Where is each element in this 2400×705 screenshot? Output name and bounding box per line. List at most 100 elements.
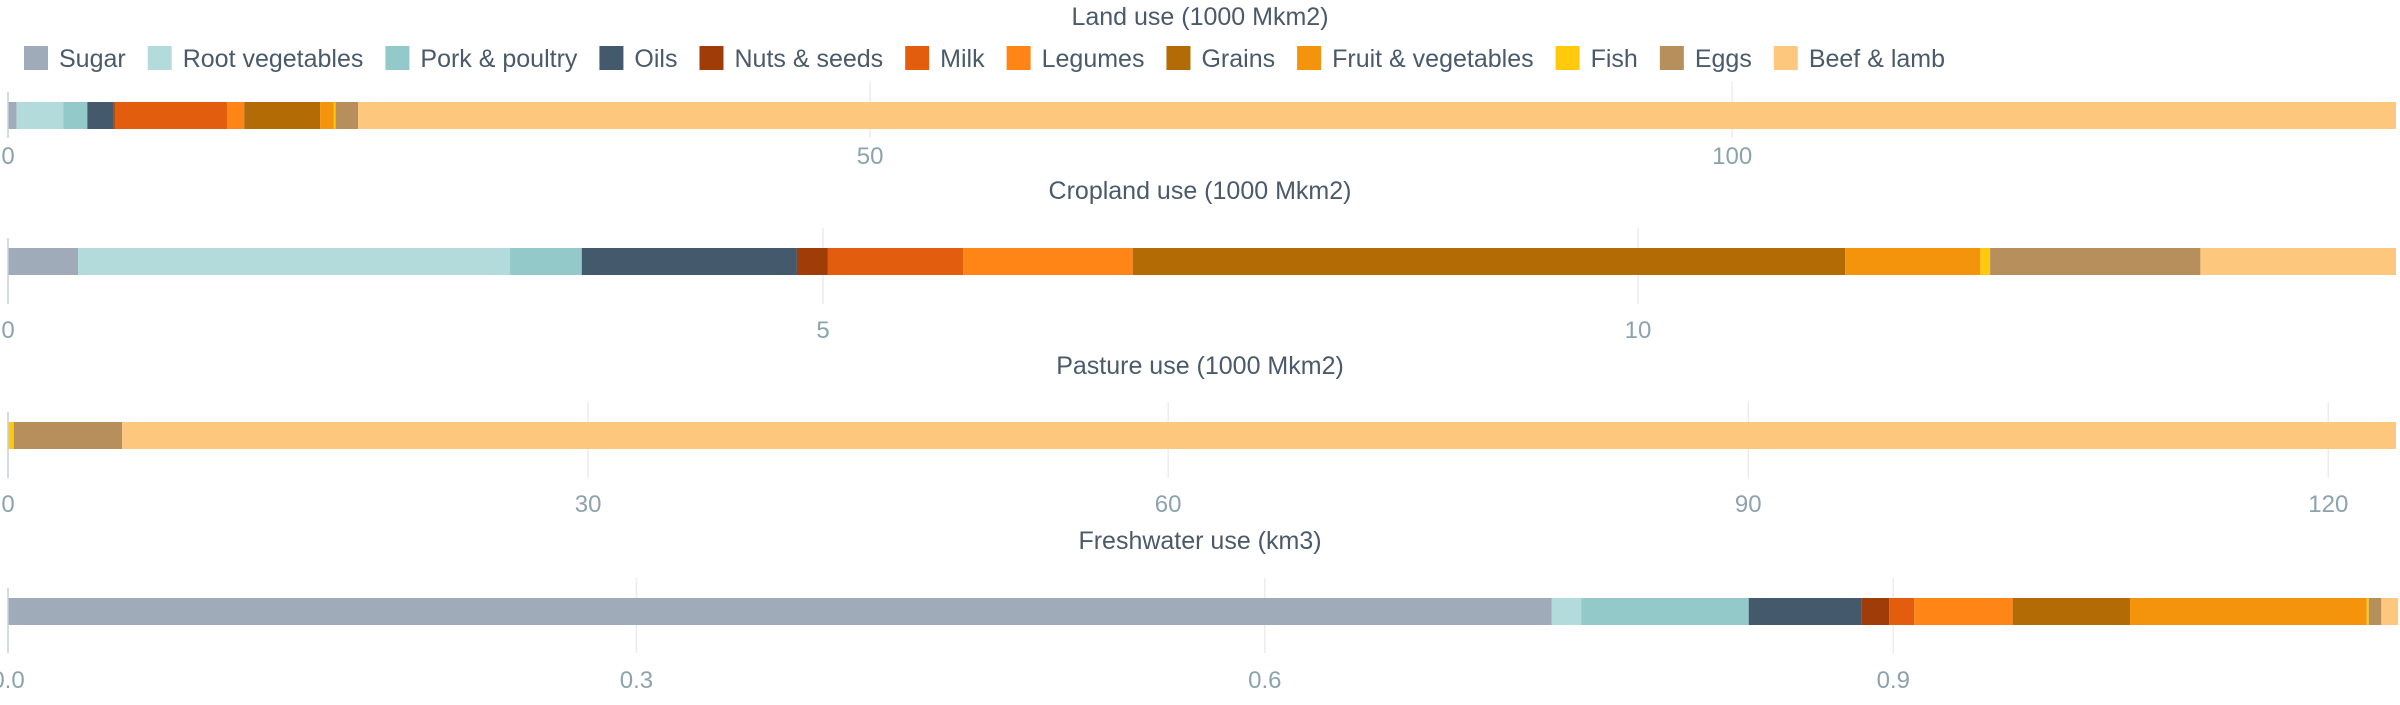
legend-swatch: [147, 46, 172, 70]
tick-label: 10: [1625, 317, 1652, 344]
bar-segment-milk: [827, 248, 964, 275]
bar-segment-fish: [8, 422, 14, 449]
legend-swatch: [699, 46, 724, 70]
bar-segment-beef-and-lamb: [2200, 248, 2396, 275]
bar-segment-fish: [333, 102, 336, 129]
legend-item-sugar: Sugar: [24, 45, 126, 73]
chart-title: Cropland use (1000 Mkm2): [1049, 177, 1352, 205]
tick-label: 0.9: [1877, 667, 1910, 694]
legend-swatch: [1773, 46, 1798, 70]
tick-label: 30: [575, 491, 602, 518]
legend-item-beef-and-lamb: Beef & lamb: [1773, 45, 1945, 73]
bar-segment-pork-and-poultry: [63, 102, 88, 129]
tick-label: 0: [1, 491, 14, 518]
tick-label: 50: [857, 143, 884, 170]
panel-pasture-use-1000-mkm2: Pasture use (1000 Mkm2) 0 30 60 90 120: [1, 352, 2397, 518]
bar-segment-legumes: [963, 248, 1133, 275]
legend-label: Fish: [1591, 45, 1638, 73]
bar-segment-nuts-and-seeds: [1861, 598, 1890, 625]
bar-segment-nuts-and-seeds: [113, 102, 115, 129]
bar-segment-fruit-and-vegetables: [2129, 598, 2367, 625]
legend-item-pork-and-poultry: Pork & poultry: [385, 45, 578, 73]
legend-label: Eggs: [1695, 45, 1752, 73]
legend-swatch: [1006, 46, 1031, 70]
bar-segment-pork-and-poultry: [1581, 598, 1749, 625]
legend: Sugar Root vegetables Pork & poultry Oils Nu…: [24, 45, 1945, 73]
bar-segment-pork-and-poultry: [510, 248, 582, 275]
bar-segment-fruit-and-vegetables: [1845, 248, 1981, 275]
bar-segment-beef-and-lamb: [2381, 598, 2399, 625]
tick-label: 0: [1, 143, 14, 170]
bar-segment-eggs: [1990, 248, 2201, 275]
bar-segment-eggs: [13, 422, 123, 449]
legend-swatch: [599, 46, 624, 70]
legend-item-eggs: Eggs: [1659, 45, 1752, 73]
bar-segment-grains: [244, 102, 321, 129]
legend-label: Fruit & vegetables: [1332, 45, 1534, 73]
legend-item-oils: Oils: [599, 45, 677, 73]
legend-swatch: [905, 46, 930, 70]
legend-item-legumes: Legumes: [1006, 45, 1144, 73]
bar-segment-beef-and-lamb: [122, 422, 2397, 449]
legend-label: Pork & poultry: [420, 45, 578, 73]
legend-label: Sugar: [59, 45, 126, 73]
panel-freshwater-use-km3: Freshwater use (km3) 0.0 0.3 0.6 0.9: [0, 527, 2399, 694]
tick-label: 100: [1712, 143, 1752, 170]
bar-segment-sugar: [8, 598, 1552, 625]
bar-segment-eggs: [2368, 598, 2382, 625]
legend-label: Oils: [634, 45, 677, 73]
legend-swatch: [1659, 46, 1684, 70]
tick-label: 120: [2308, 491, 2348, 518]
bar-segment-sugar: [8, 102, 17, 129]
bar-segment-oils: [581, 248, 797, 275]
chart-title: Pasture use (1000 Mkm2): [1056, 352, 1344, 380]
bar-segment-legumes: [1914, 598, 2013, 625]
tick-label: 0.3: [620, 667, 653, 694]
legend-item-fish: Fish: [1555, 45, 1638, 73]
bar-segment-milk: [114, 102, 227, 129]
bar-segment-beef-and-lamb: [358, 102, 2396, 129]
panel-cropland-use-1000-mkm2: Cropland use (1000 Mkm2) 0 5 10: [1, 177, 2396, 344]
legend-swatch: [24, 46, 48, 70]
tick-label: 60: [1155, 491, 1182, 518]
bar-segment-root-vegetables: [78, 248, 511, 275]
tick-label: 0: [1, 317, 14, 344]
bar-segment-oils: [87, 102, 114, 129]
bar-segment-grains: [2012, 598, 2130, 625]
chart-title: Freshwater use (km3): [1078, 527, 1321, 555]
legend-item-milk: Milk: [905, 45, 985, 73]
tick-label: 5: [816, 317, 829, 344]
legend-item-grains: Grains: [1166, 45, 1275, 73]
bar-segment-sugar: [8, 248, 79, 275]
legend-item-root-vegetables: Root vegetables: [147, 45, 364, 73]
legend-swatch: [385, 46, 410, 70]
tick-label: 0.6: [1248, 667, 1281, 694]
legend-label: Grains: [1201, 45, 1275, 73]
bar-segment-fruit-and-vegetables: [320, 102, 334, 129]
legend-swatch: [1297, 46, 1322, 70]
legend-swatch: [1555, 46, 1580, 70]
legend-label: Milk: [940, 45, 985, 73]
bar-segment-fish: [2366, 598, 2369, 625]
bar-segment-nuts-and-seeds: [796, 248, 828, 275]
tick-label: 90: [1735, 491, 1762, 518]
legend-swatch: [1166, 46, 1191, 70]
bar-segment-milk: [1889, 598, 1915, 625]
bar-segment-grains: [1132, 248, 1846, 275]
bar-segment-fish: [1980, 248, 1991, 275]
bar-segment-legumes: [226, 102, 245, 129]
tick-label: 0.0: [0, 667, 25, 694]
legend-item-fruit-and-vegetables: Fruit & vegetables: [1297, 45, 1534, 73]
bar-segment-root-vegetables: [1551, 598, 1582, 625]
legend-item-nuts-and-seeds: Nuts & seeds: [699, 45, 883, 73]
panel-land-use-1000-mkm2: Land use (1000 Mkm2) 0 50 100: [1, 3, 2396, 170]
legend-label: Beef & lamb: [1809, 45, 1945, 73]
bar-segment-oils: [1748, 598, 1862, 625]
chart-title: Land use (1000 Mkm2): [1071, 3, 1328, 31]
legend-label: Root vegetables: [183, 45, 364, 73]
bar-segment-root-vegetables: [16, 102, 64, 129]
bar-segment-eggs: [335, 102, 359, 129]
